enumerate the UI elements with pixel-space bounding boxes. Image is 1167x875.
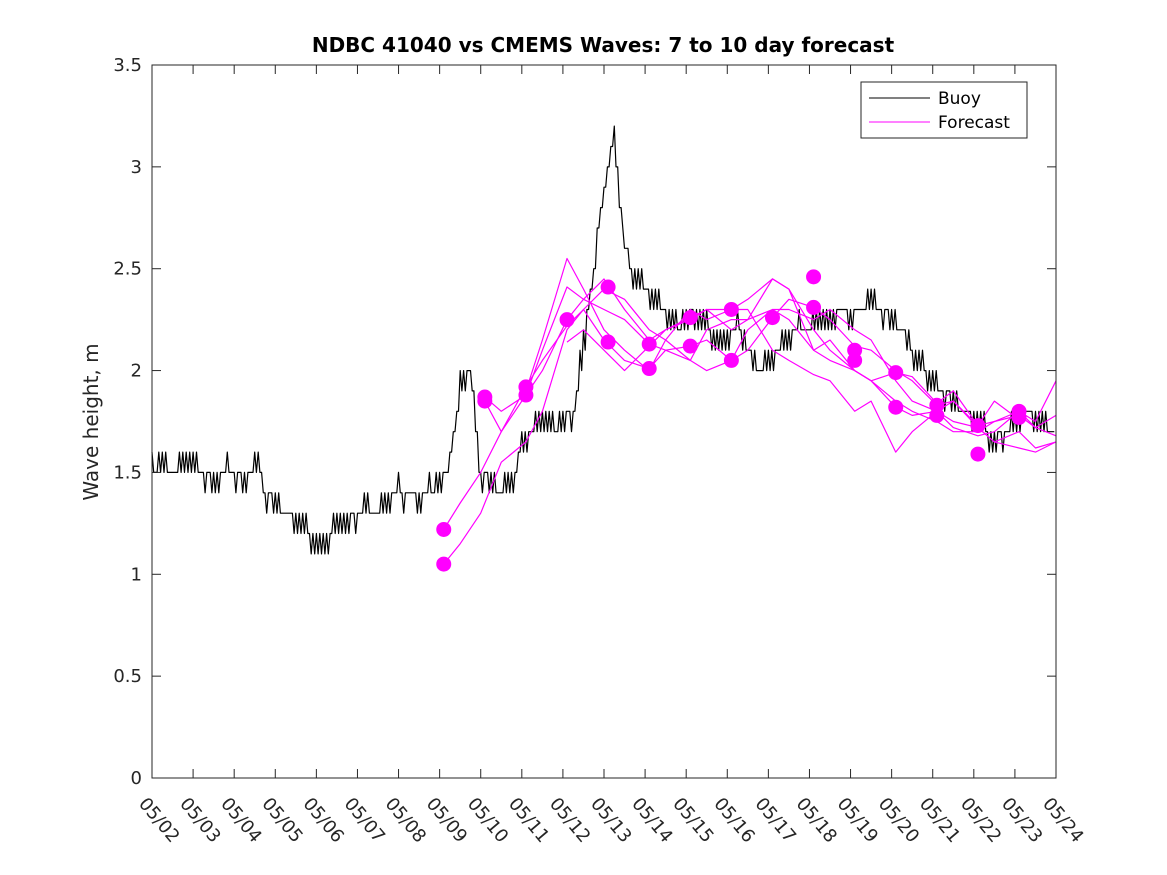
forecast-marker [723,352,739,368]
x-tick-label: 05/08 [381,794,430,847]
x-tick-label: 05/07 [340,794,389,847]
y-tick-label: 0.5 [113,666,142,687]
x-tick-label: 05/14 [627,794,676,847]
y-tick-label: 2.5 [113,259,142,280]
legend-forecast-label: Forecast [938,113,1010,133]
y-tick-label: 3 [131,157,142,178]
forecast-marker [764,310,780,326]
x-tick-label: 05/20 [874,794,923,847]
forecast-marker [559,312,575,328]
forecast-marker [641,361,657,377]
x-tick-label: 05/02 [134,794,183,847]
forecast-series-line [443,288,1057,565]
legend: Buoy Forecast [860,81,1028,139]
x-tick-label: 05/22 [956,794,1005,847]
x-tick-label: 05/15 [668,794,717,847]
x-tick-label: 05/04 [216,794,265,847]
y-tick-label: 1.5 [113,462,142,483]
y-tick-label: 3.5 [113,55,142,76]
y-tick-label: 2 [131,361,142,382]
legend-buoy-label: Buoy [938,89,981,109]
x-tick-label: 05/09 [422,794,471,847]
forecast-marker [847,342,863,358]
x-tick-label: 05/16 [709,794,758,847]
x-tick-label: 05/11 [504,794,553,847]
forecast-series-line [484,286,1057,429]
forecast-marker [600,334,616,350]
forecast-marker [888,399,904,415]
legend-box [860,81,1028,139]
y-tick-label: 1 [131,564,142,585]
buoy-series-line [151,125,1055,555]
forecast-marker [436,521,452,537]
forecast-marker [477,389,493,405]
forecast-marker [723,301,739,317]
x-tick-label: 05/24 [1038,794,1087,847]
chart-title: NDBC 41040 vs CMEMS Waves: 7 to 10 day f… [312,33,895,57]
y-axis-label: Wave height, m [79,343,103,500]
forecast-series-line [566,278,1020,427]
forecast-marker [518,379,534,395]
x-tick-label: 05/23 [997,794,1046,847]
forecast-marker [641,336,657,352]
forecast-marker [600,279,616,295]
forecast-marker [806,299,822,315]
plot-area-frame [151,64,1057,779]
forecast-marker [682,338,698,354]
forecast-series-line [484,308,1057,453]
x-tick-label: 05/10 [463,794,512,847]
forecast-marker [888,365,904,381]
x-tick-label: 05/21 [915,794,964,847]
x-tick-label: 05/12 [545,794,594,847]
forecast-marker [806,269,822,285]
forecast-marker [970,418,986,434]
forecast-marker [682,310,698,326]
y-tick-label: 0 [131,768,142,789]
x-tick-label: 05/13 [586,794,635,847]
x-tick-label: 05/05 [257,794,306,847]
forecast-marker [436,556,452,572]
forecast-marker [1011,403,1027,419]
x-tick-label: 05/06 [299,794,348,847]
x-tick-label: 05/03 [175,794,224,847]
x-tick-label: 05/19 [833,794,882,847]
forecast-marker [929,397,945,413]
forecast-marker [970,446,986,462]
x-tick-label: 05/18 [792,794,841,847]
forecast-series-line [443,278,1057,530]
x-tick-label: 05/17 [751,794,800,847]
